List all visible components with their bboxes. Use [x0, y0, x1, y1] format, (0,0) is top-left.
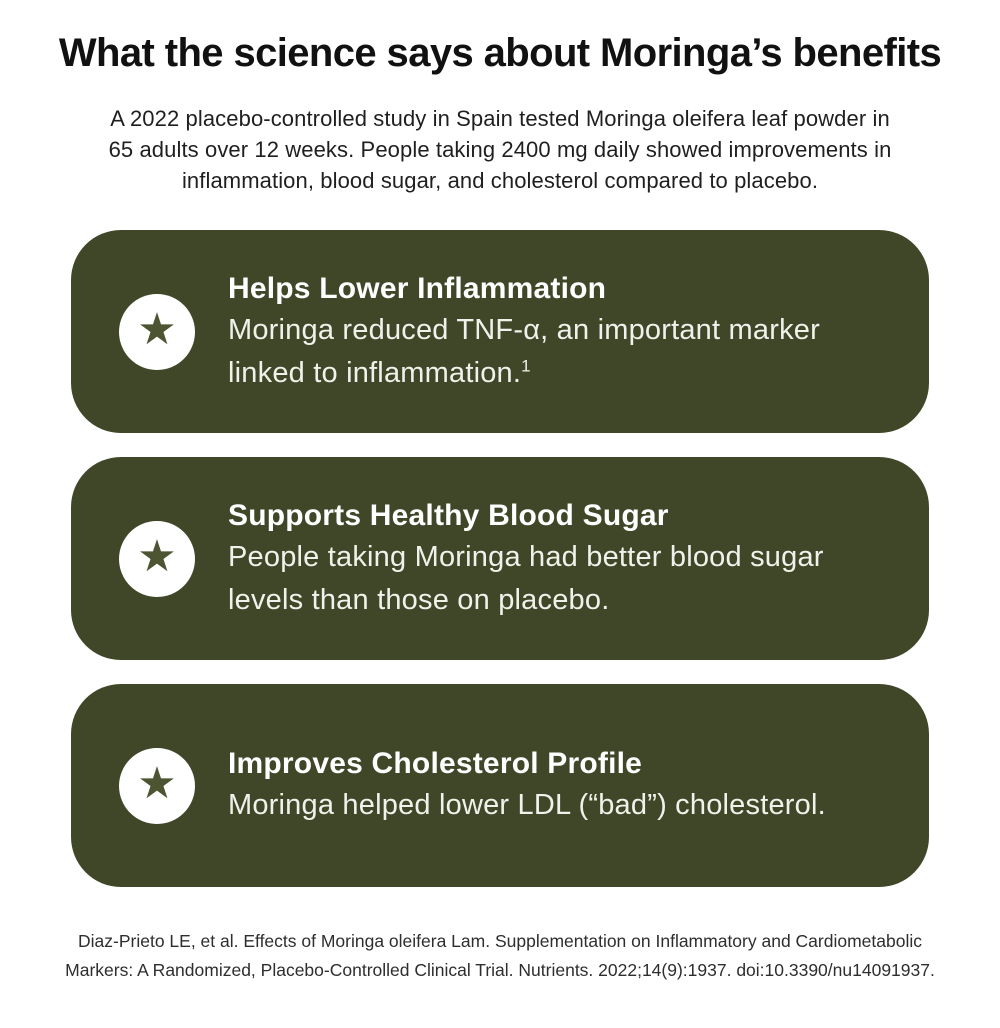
benefit-card-cholesterol: ★ Improves Cholesterol Profile Moringa h…	[71, 684, 929, 887]
star-badge: ★	[119, 293, 195, 370]
page-title: What the science says about Moringa’s be…	[58, 31, 942, 75]
study-summary-line: A 2022 placebo-controlled study in Spain…	[110, 106, 890, 131]
citation: Diaz-Prieto LE, et al. Effects of Moring…	[0, 927, 1000, 985]
study-summary-line: 65 adults over 12 weeks. People taking 2…	[108, 137, 892, 162]
card-title: Improves Cholesterol Profile	[228, 747, 643, 780]
benefit-card-inflammation: ★ Helps Lower Inflammation Moringa reduc…	[71, 230, 929, 433]
card-body-line: linked to inflammation.1	[228, 355, 531, 389]
star-icon: ★	[137, 757, 177, 809]
card-text: Helps Lower Inflammation Moringa reduced…	[228, 269, 820, 395]
benefit-cards: ★ Helps Lower Inflammation Moringa reduc…	[71, 230, 929, 887]
card-title: Supports Healthy Blood Sugar	[228, 498, 669, 532]
card-title: Helps Lower Inflammation	[228, 271, 607, 305]
card-body: Moringa helped lower LDL (“bad”) cholest…	[228, 784, 826, 827]
card-body: People taking Moringa had better blood s…	[228, 536, 824, 622]
study-summary-line: inflammation, blood sugar, and cholester…	[181, 168, 819, 193]
citation-line: Diaz-Prieto LE, et al. Effects of Moring…	[78, 931, 922, 951]
card-body-line: Moringa reduced TNF-α, an important mark…	[228, 313, 820, 346]
star-icon: ★	[137, 303, 177, 355]
card-body-line: People taking Moringa had better blood s…	[228, 540, 824, 573]
citation-line: Markers: A Randomized, Placebo-Controlle…	[65, 960, 935, 980]
study-summary: A 2022 placebo-controlled study in Spain…	[0, 103, 1000, 196]
card-body-line: Moringa helped lower LDL (“bad”) cholest…	[228, 789, 826, 821]
star-icon: ★	[137, 530, 177, 582]
benefit-card-blood-sugar: ★ Supports Healthy Blood Sugar People ta…	[71, 457, 929, 660]
footnote-ref: 1	[521, 355, 531, 375]
star-badge: ★	[119, 747, 195, 824]
card-body-line: levels than those on placebo.	[228, 583, 610, 616]
card-text: Supports Healthy Blood Sugar People taki…	[228, 496, 824, 622]
star-badge: ★	[119, 520, 195, 597]
card-body: Moringa reduced TNF-α, an important mark…	[228, 309, 820, 395]
card-text: Improves Cholesterol Profile Moringa hel…	[228, 744, 826, 827]
